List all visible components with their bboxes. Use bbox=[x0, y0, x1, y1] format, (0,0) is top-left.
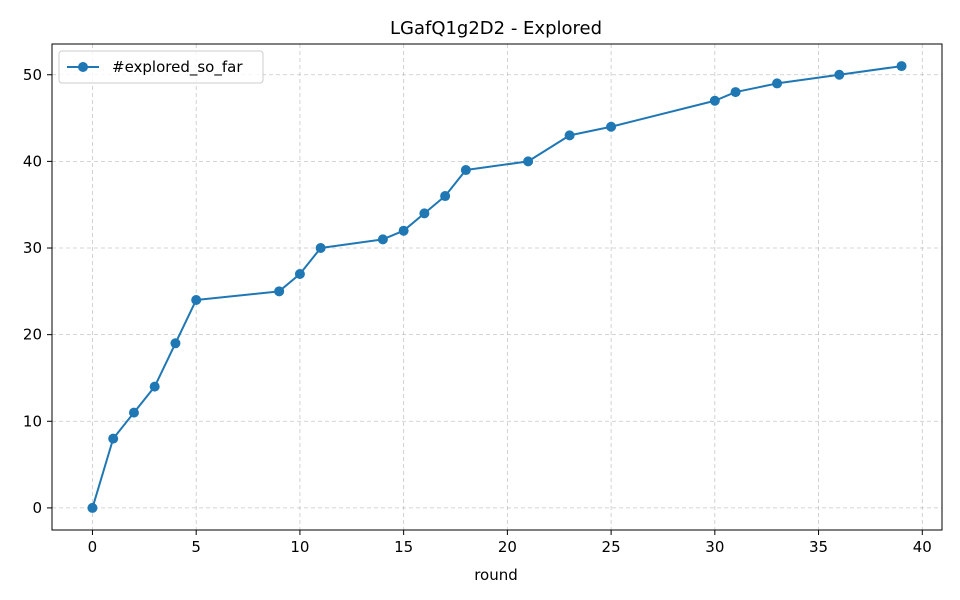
data-point bbox=[440, 191, 451, 202]
data-point bbox=[315, 243, 326, 254]
x-tick-label: 10 bbox=[290, 538, 309, 556]
axes: 0 5 10 15 20 25 30 35 40 0 10 20 30 40 50 bbox=[23, 43, 943, 556]
data-point bbox=[87, 502, 98, 513]
x-tick-label: 25 bbox=[602, 538, 621, 556]
data-point bbox=[834, 69, 845, 80]
x-tick-label: 35 bbox=[809, 538, 828, 556]
data-point bbox=[294, 269, 305, 280]
x-axis-label: round bbox=[474, 566, 518, 584]
series bbox=[87, 61, 907, 513]
data-point bbox=[128, 407, 139, 418]
data-point bbox=[606, 121, 617, 132]
data-point bbox=[564, 130, 575, 141]
series-line bbox=[91, 65, 902, 509]
data-point bbox=[274, 286, 285, 297]
legend-box bbox=[58, 50, 264, 84]
x-tick-label: 0 bbox=[88, 538, 98, 556]
data-point bbox=[191, 294, 202, 305]
x-tick-label: 5 bbox=[191, 538, 201, 556]
data-point bbox=[170, 338, 181, 349]
y-tick-label: 40 bbox=[23, 152, 42, 170]
chart-title: LGafQ1g2D2 - Explored bbox=[390, 18, 602, 39]
data-point bbox=[149, 381, 160, 392]
y-tick-label: 0 bbox=[32, 499, 42, 517]
data-point bbox=[108, 433, 119, 444]
x-tick-label: 15 bbox=[394, 538, 413, 556]
data-point bbox=[460, 165, 471, 176]
data-point bbox=[772, 78, 783, 89]
y-tick-label: 50 bbox=[23, 66, 42, 84]
legend-label: #explored_so_far bbox=[112, 58, 243, 77]
data-point bbox=[377, 234, 388, 245]
y-tick-label: 20 bbox=[23, 326, 42, 344]
data-point bbox=[419, 208, 430, 219]
x-tick-label: 30 bbox=[705, 538, 724, 556]
data-point bbox=[398, 225, 409, 236]
legend: #explored_so_far bbox=[58, 50, 264, 84]
data-point bbox=[523, 156, 534, 167]
x-tick-label: 20 bbox=[498, 538, 517, 556]
y-tick-label: 30 bbox=[23, 239, 42, 257]
y-tick-label: 10 bbox=[23, 412, 42, 430]
data-point bbox=[896, 61, 907, 72]
plot-frame bbox=[51, 43, 943, 531]
data-point bbox=[730, 87, 741, 98]
data-point bbox=[709, 95, 720, 106]
legend-marker bbox=[78, 62, 88, 72]
x-tick-label: 40 bbox=[913, 538, 932, 556]
